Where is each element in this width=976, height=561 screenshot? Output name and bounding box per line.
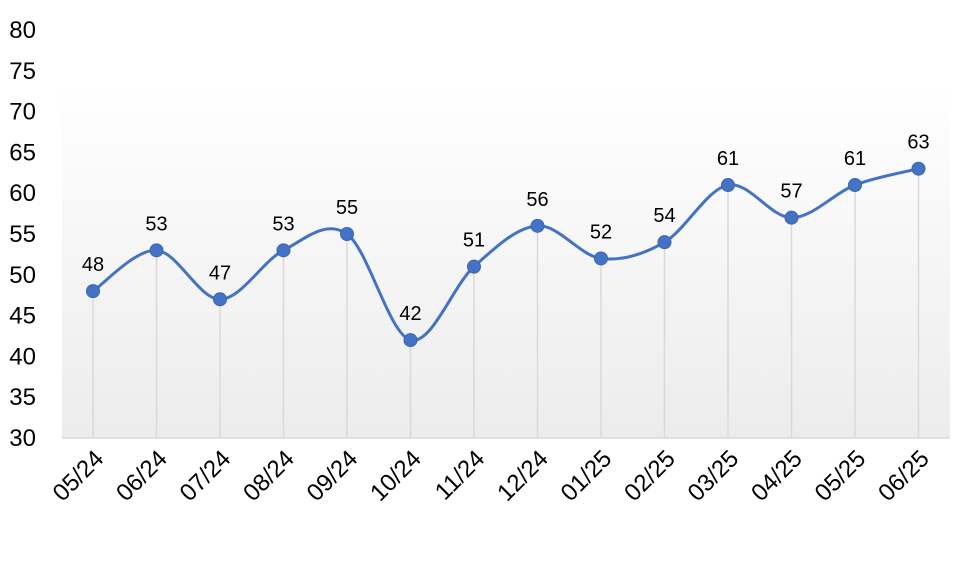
data-labels: 48 53 47 53 55 42 51 56 52 54 61 57 61 63	[82, 132, 930, 325]
x-tick-label: 07/24	[175, 445, 237, 507]
y-tick-label: 65	[9, 139, 36, 166]
x-tick-label: 09/24	[302, 445, 364, 507]
data-point	[86, 284, 100, 299]
plot-area-background	[62, 82, 950, 438]
data-label: 53	[272, 213, 294, 235]
data-point	[340, 227, 354, 241]
data-label: 53	[145, 213, 167, 235]
x-tick-label: 05/25	[810, 445, 872, 507]
data-point	[149, 243, 164, 258]
data-label: 47	[209, 262, 231, 284]
data-label: 63	[907, 132, 929, 154]
y-tick-label: 70	[9, 99, 36, 126]
y-tick-label: 55	[9, 221, 36, 248]
data-label: 55	[336, 197, 358, 219]
y-tick-label: 75	[9, 58, 36, 85]
x-tick-label: 12/24	[492, 445, 554, 507]
data-markers	[86, 161, 926, 348]
data-point	[530, 218, 545, 233]
data-label: 57	[780, 181, 802, 203]
data-point	[911, 161, 926, 176]
data-label: 61	[844, 148, 866, 170]
y-tick-label: 35	[9, 384, 36, 411]
x-tick-label: 08/24	[238, 445, 300, 507]
data-point	[848, 178, 862, 193]
x-tick-label: 10/24	[365, 445, 427, 507]
x-tick-label: 01/25	[556, 445, 618, 507]
data-point	[403, 333, 418, 348]
y-tick-label: 30	[9, 425, 36, 452]
y-tick-label: 60	[9, 180, 36, 207]
x-tick-label: 05/24	[48, 445, 110, 507]
data-label: 48	[82, 254, 104, 276]
data-point	[721, 178, 735, 193]
data-point	[276, 243, 291, 258]
drop-lines	[92, 168, 920, 438]
data-label: 61	[717, 148, 739, 170]
data-label: 51	[463, 230, 485, 252]
x-axis: 05/24 06/24 07/24 08/24 09/24 10/24 11/24 12/24…	[48, 445, 935, 507]
y-tick-label: 50	[9, 262, 36, 289]
data-point	[213, 292, 227, 307]
x-tick-label: 11/24	[430, 445, 490, 505]
y-tick-label: 80	[9, 17, 36, 44]
data-point	[467, 259, 481, 274]
x-tick-label: 06/24	[111, 445, 173, 507]
data-label: 52	[590, 221, 612, 243]
x-tick-label: 02/25	[619, 445, 681, 507]
data-label: 56	[526, 189, 548, 211]
data-point	[657, 235, 672, 250]
data-point	[784, 210, 799, 225]
y-tick-label: 45	[9, 303, 36, 330]
data-label: 42	[399, 303, 421, 325]
x-tick-label: 03/25	[683, 445, 745, 507]
x-tick-label: 06/25	[873, 445, 935, 507]
y-tick-label: 40	[9, 343, 36, 370]
x-tick-label: 04/25	[746, 445, 808, 507]
data-label: 54	[653, 205, 675, 227]
data-point	[594, 251, 608, 266]
y-axis: 30 35 40 45 50 55 60 65 70 75 80	[9, 17, 36, 452]
